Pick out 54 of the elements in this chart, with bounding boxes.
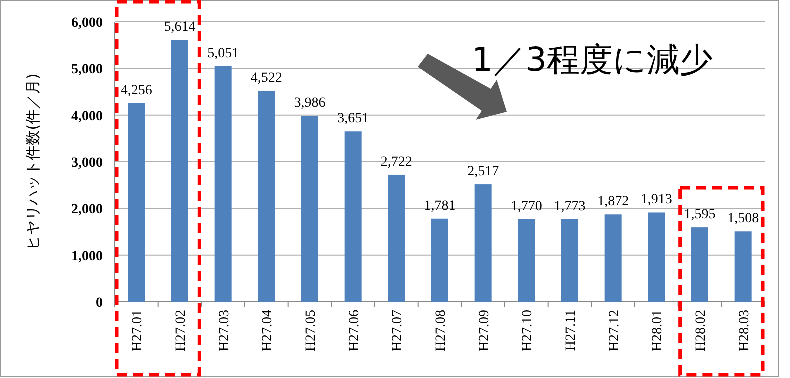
bar	[562, 219, 578, 302]
data-label: 1,913	[640, 192, 672, 208]
x-tick-label: H27.09	[477, 310, 492, 352]
x-tick-label: H27.08	[434, 310, 449, 352]
y-tick-label: 1,000	[72, 249, 103, 264]
y-tick-label: 5,000	[72, 62, 103, 78]
data-label: 1,773	[554, 199, 586, 214]
bar	[734, 232, 752, 302]
bar	[648, 212, 666, 302]
bar	[388, 174, 406, 302]
data-label: 3,986	[294, 96, 326, 111]
y-tick-label: 4,000	[72, 109, 103, 124]
bar	[302, 116, 318, 302]
bar	[128, 103, 146, 302]
x-tick-label: H27.11	[564, 310, 579, 352]
bar	[518, 219, 536, 302]
data-label: 5,614	[164, 20, 196, 36]
data-label: 1,595	[684, 208, 716, 223]
x-tick-label: H27.12	[607, 310, 622, 352]
x-tick-label: H28.03	[737, 310, 752, 352]
x-tick-label: H27.07	[390, 310, 406, 352]
x-tick-label: H27.04	[260, 310, 276, 352]
y-tick-label: 6,000	[72, 16, 103, 31]
x-tick-label: H27.02	[174, 310, 189, 352]
data-label: 5,051	[208, 46, 240, 62]
bar	[258, 90, 276, 302]
x-tick-label: H28.02	[694, 310, 709, 352]
bar	[474, 184, 492, 302]
bar	[604, 214, 622, 302]
data-label: 1,508	[728, 212, 760, 227]
data-label: 3,651	[338, 112, 370, 127]
data-label: 2,722	[380, 154, 412, 170]
data-label: 2,517	[468, 164, 500, 180]
y-tick-label: 2,000	[72, 202, 103, 218]
x-tick-label: H28.01	[650, 310, 666, 352]
annotation: 1／3程度に減少	[472, 40, 713, 79]
bar	[432, 218, 448, 302]
y-tick-label: 0	[96, 296, 103, 311]
x-tick-label: H27.03	[217, 310, 232, 352]
data-label: 1,872	[598, 194, 630, 210]
data-label: 1,781	[424, 198, 456, 214]
data-label: 4,256	[120, 83, 152, 98]
x-tick-label: H27.10	[520, 310, 536, 352]
bar	[214, 66, 232, 302]
x-tick-label: H27.06	[347, 310, 362, 352]
y-axis-title: ヒヤリハット件数(件／月)	[24, 74, 42, 250]
data-label: 1,770	[510, 199, 542, 214]
bar	[692, 228, 708, 302]
x-tick-label: H27.01	[130, 310, 146, 352]
x-tick-label: H27.05	[304, 310, 319, 352]
data-label: 4,522	[250, 70, 282, 86]
bar	[344, 132, 362, 302]
bar	[172, 40, 188, 302]
y-tick-label: 3,000	[72, 156, 103, 171]
